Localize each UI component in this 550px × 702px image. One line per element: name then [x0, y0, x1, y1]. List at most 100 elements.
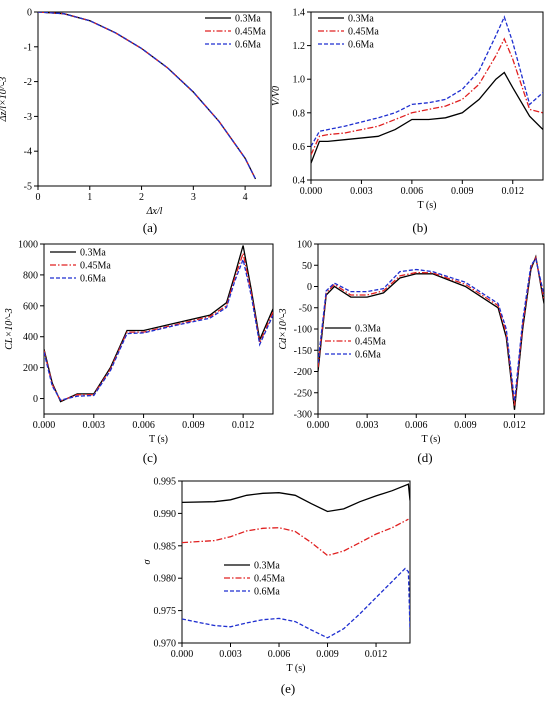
x-tick-label: 0.009 [316, 649, 339, 660]
y-tick-label: 0.995 [154, 477, 177, 488]
x-tick-label: 0.012 [503, 420, 526, 431]
x-tick-label: 0.006 [405, 420, 428, 431]
x-tick-label: 0.006 [268, 649, 291, 660]
x-tick-label: 0.009 [182, 420, 205, 431]
x-tick-label: 0.012 [501, 186, 524, 197]
series-line-0.3Ma [318, 254, 544, 410]
x-tick-label: 0.000 [300, 186, 323, 197]
panel-caption: (e) [281, 681, 295, 696]
x-axis-label: T (s) [418, 200, 437, 211]
y-tick-label: 0 [307, 282, 312, 293]
legend-label: 0.3Ma [355, 324, 381, 335]
y-tick-label: 0 [33, 394, 38, 405]
series-line-0.6Ma [182, 567, 410, 639]
y-tick-label: 0.990 [154, 509, 177, 520]
legend-label: 0.45Ma [80, 261, 111, 272]
legend-label: 0.6Ma [80, 274, 106, 285]
y-tick-label: -1 [24, 42, 32, 53]
plot-frame [317, 243, 545, 415]
panel-caption: (c) [143, 450, 157, 465]
panel-caption: (b) [412, 220, 427, 235]
y-tick-label: 200 [23, 363, 38, 374]
y-tick-label: 0.980 [154, 574, 177, 585]
x-tick-label: 0.003 [219, 649, 242, 660]
series-line-0.6Ma [44, 257, 273, 401]
y-tick-label: -100 [294, 325, 312, 336]
x-tick-label: 0.003 [83, 420, 106, 431]
legend-label: 0.6Ma [355, 350, 381, 361]
series-line-0.45Ma [182, 518, 409, 557]
x-tick-label: 0.012 [365, 649, 388, 660]
y-tick-label: 50 [302, 261, 312, 272]
y-axis-label: σ [142, 558, 153, 564]
x-tick-label: 0.006 [401, 186, 424, 197]
y-tick-label: 0.975 [154, 606, 177, 617]
legend-label: 0.3Ma [80, 248, 106, 259]
series-line-0.3Ma [311, 71, 543, 164]
chart-panel-e: 0.000 0.003 0.006 0.009 0.012 0.970 0.975 0.980… [142, 477, 411, 696]
panel-caption: (a) [143, 220, 157, 235]
x-tick-label: 0 [36, 192, 41, 203]
y-tick-label: -3 [24, 112, 32, 123]
x-tick-label: 4 [243, 192, 248, 203]
x-tick-label: 0.000 [33, 420, 56, 431]
chart-panel-d: 0.000 0.003 0.006 0.009 0.012 100 50 0 -50 -100 -1… [278, 240, 545, 465]
chart-panel-a: 0 1 2 3 4 0 -1 -2 -3 -4 -5 Δx/l Δz/l×10^-3 0.3Ma 0.45M… [0, 8, 272, 235]
series-line-0.45Ma [311, 37, 543, 156]
plot-frame [181, 480, 411, 644]
y-tick-label: -2 [24, 77, 32, 88]
plot-frame [37, 11, 272, 187]
x-tick-label: 0.000 [171, 649, 194, 660]
y-tick-label: -250 [294, 388, 312, 399]
x-axis-label: T (s) [287, 663, 306, 674]
y-tick-label: -150 [294, 346, 312, 357]
y-axis-label: V/V0 [271, 86, 282, 106]
chart-panel-b: 0.000 0.003 0.006 0.009 0.012 0.4 0.6 0.8 1.0 1.2… [271, 8, 544, 235]
x-axis-label: T (s) [422, 434, 441, 445]
y-tick-label: -300 [294, 410, 312, 421]
x-tick-label: 0.000 [307, 420, 330, 431]
chart-panel-c: 0.000 0.003 0.006 0.009 0.012 0 200 400 600 800 10… [4, 240, 274, 465]
x-tick-label: 0.003 [356, 420, 379, 431]
x-axis-label: T (s) [149, 434, 168, 445]
x-tick-label: 0.012 [232, 420, 255, 431]
series-line-0.3Ma [182, 483, 410, 513]
legend-label: 0.45Ma [348, 27, 379, 38]
y-tick-label: 0.8 [293, 108, 306, 119]
y-tick-label: -4 [24, 147, 32, 158]
x-tick-label: 1 [87, 192, 92, 203]
y-tick-label: -50 [299, 303, 312, 314]
y-tick-label: 0.6 [293, 142, 306, 153]
y-tick-label: 400 [23, 332, 38, 343]
series-line-0.3Ma [44, 245, 273, 403]
x-tick-label: 0.009 [454, 420, 477, 431]
series-line-0.45Ma [318, 255, 544, 406]
plot-frame [43, 243, 274, 415]
y-tick-label: -200 [294, 367, 312, 378]
y-tick-label: 0.985 [154, 541, 177, 552]
y-axis-label: Cd×10^-3 [278, 309, 289, 350]
y-tick-label: 0 [27, 8, 32, 19]
series-line-0.6Ma [318, 257, 544, 402]
y-tick-label: 600 [23, 301, 38, 312]
y-tick-label: 1000 [18, 240, 38, 251]
y-axis-label: Δz/l×10^-3 [0, 77, 9, 123]
x-tick-label: 3 [191, 192, 196, 203]
legend-label: 0.45Ma [254, 574, 285, 585]
x-axis-label: Δx/l [146, 206, 163, 217]
y-tick-label: 0.970 [154, 639, 177, 650]
legend-label: 0.45Ma [235, 27, 266, 38]
x-tick-label: 2 [139, 192, 144, 203]
series-line-0.45Ma [38, 12, 257, 180]
y-axis-label: CL×10^-3 [4, 308, 15, 350]
plot-frame [310, 11, 544, 181]
y-tick-label: 0.4 [293, 176, 306, 187]
y-tick-label: 100 [297, 240, 312, 251]
legend-label: 0.3Ma [348, 14, 374, 25]
y-tick-label: -5 [24, 182, 32, 193]
series-line-0.6Ma [38, 12, 257, 180]
legend-label: 0.6Ma [254, 587, 280, 598]
y-tick-label: 1.0 [293, 75, 306, 86]
legend-label: 0.45Ma [355, 337, 386, 348]
